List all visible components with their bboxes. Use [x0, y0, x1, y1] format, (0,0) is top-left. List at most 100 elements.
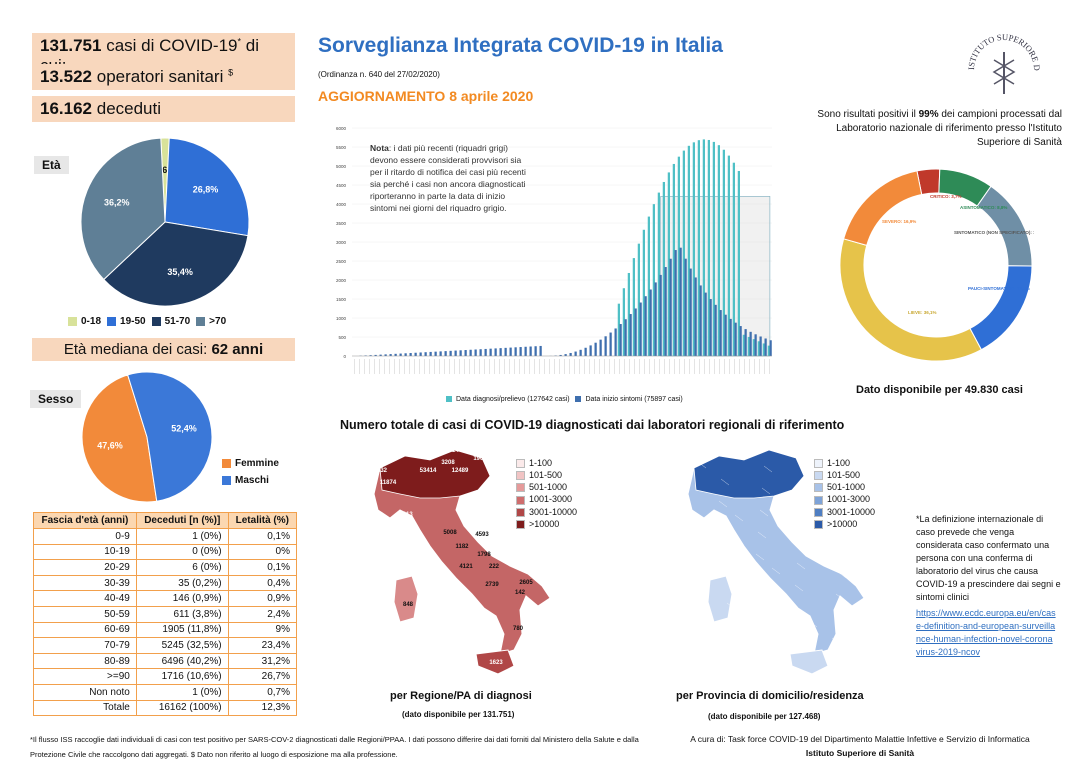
cell-deaths: 5245 (32,5%) [135, 637, 229, 654]
y-tick-label: 5500 [336, 145, 347, 150]
legend-item-maschi: Maschi [222, 475, 279, 486]
province-border [757, 531, 767, 539]
bar-sintomi [589, 345, 592, 356]
cell-lethality: 0,7% [227, 683, 298, 701]
province-border [841, 527, 851, 535]
province-border [718, 500, 728, 508]
province-border [732, 536, 742, 544]
pie-value-label-0: 1,6% [155, 165, 176, 175]
region-map-title: per Regione/PA di diagnosi [390, 690, 532, 702]
province-border [837, 571, 847, 579]
map-legend-item: >10000 [516, 519, 577, 529]
map-legend-swatch [814, 495, 823, 505]
map-legend-swatch [516, 495, 525, 505]
legend-item-1: 19-50 [107, 316, 146, 327]
y-tick-label: 500 [338, 335, 346, 340]
province-border [728, 580, 738, 588]
bar-sintomi [639, 302, 642, 356]
map-legend-label: >10000 [827, 518, 858, 529]
donut-label-1: ASINTOMATICO: 8,8% [960, 205, 1007, 210]
legend-swatch-3 [196, 316, 206, 326]
cell-deaths: 6496 (40,2%) [135, 652, 229, 670]
credits-prefix: A cura di: [690, 734, 726, 744]
donut-label-2: SINTOMATICO (NON SPECIFICATO): 15% [954, 230, 1034, 235]
lab-note-text: Sono risultati positivi il 99% dei campi… [817, 109, 1062, 148]
region-value-label: 1798 [477, 552, 491, 558]
cell-deaths: 1716 (10,6%) [135, 668, 229, 685]
bar-sintomi [689, 268, 692, 356]
region-value-label: 142 [515, 590, 526, 596]
bar-sintomi [709, 299, 712, 356]
bar-diagnosi [637, 243, 640, 356]
page-title: Sorveglianza Integrata COVID-19 in Itali… [318, 34, 723, 57]
y-tick-label: 3500 [336, 221, 347, 226]
bar-sintomi [624, 319, 627, 356]
region-value-label: 2739 [485, 582, 499, 588]
bar-sintomi [384, 354, 387, 356]
cell-age: 70-79 [33, 637, 137, 654]
legend-swatch-diagnosi [446, 396, 452, 403]
table-row: Totale 16162 (100%) 12,3% [33, 699, 298, 717]
bar-sintomi [714, 304, 717, 356]
province-border [798, 540, 808, 548]
pie-value-label-2: 35,4% [167, 267, 193, 277]
y-tick-label: 4500 [336, 183, 347, 188]
bar-sintomi [409, 353, 412, 356]
province-border [753, 575, 763, 583]
bar-sintomi [454, 350, 457, 356]
province-border [829, 469, 839, 477]
province-border [767, 611, 777, 619]
table-row: Non noto 1 (0%) 0,7% [33, 683, 298, 701]
bar-sintomi [734, 322, 737, 356]
header-deaths: Deceduti [n (%)] [135, 512, 229, 529]
bar-diagnosi [712, 141, 715, 356]
province-border [802, 496, 812, 504]
chart-note: Nota: i dati più recenti (riquadri grigi… [370, 143, 526, 213]
bar-sintomi [759, 336, 762, 356]
map-legend-label: 1001-3000 [529, 494, 573, 505]
pie-slice-2 [976, 185, 1033, 267]
map-legend-label: 3001-10000 [529, 506, 578, 517]
map-legend-item: 1001-3000 [516, 494, 577, 505]
map-legend-item: 101-500 [814, 470, 875, 481]
cell-age: 80-89 [33, 652, 137, 670]
region-value-label: 53414 [420, 468, 437, 474]
cell-age: Totale [33, 699, 137, 717]
province-border [839, 549, 849, 557]
region-value-label: 1623 [489, 660, 503, 666]
donut-caption: Dato disponibile per 49.830 casi [856, 384, 1023, 396]
region-map-legend: 1-100 101-500 501-1000 1001-3000 3001-10000 >… [516, 458, 577, 531]
donut-label-5: SEVERO: 16,9% [882, 219, 916, 224]
cell-deaths: 6 (0%) [135, 559, 229, 576]
province-border [720, 478, 730, 486]
pie-value-label-3: 36,2% [104, 198, 130, 208]
map-legend-swatch [516, 519, 525, 529]
bar-sintomi [599, 339, 602, 356]
map-legend-item: 1001-3000 [814, 494, 875, 505]
map-legend-label: 3001-10000 [827, 506, 876, 517]
bar-sintomi [509, 347, 512, 356]
cell-lethality: 0,1% [227, 528, 298, 545]
bar-sintomi [659, 274, 662, 356]
bar-diagnosi [737, 170, 740, 356]
y-tick-label: 3000 [336, 240, 347, 245]
bar-diagnosi [622, 288, 625, 356]
bar-sintomi [604, 336, 607, 356]
province-border [697, 461, 707, 469]
region-value-label: 5008 [443, 530, 457, 536]
legend-item-femmine: Femmine [222, 458, 279, 469]
province-map [687, 449, 865, 675]
pie-value-label-1: 52,4% [171, 423, 197, 433]
map-legend-swatch [814, 519, 823, 529]
bar-sintomi [414, 352, 417, 356]
bar-sintomi [634, 308, 637, 356]
svg-text:ISTITUTO SUPERIORE DI SANITÀ: ISTITUTO SUPERIORE DI SANITÀ [962, 22, 1042, 71]
ecdc-link[interactable]: https://www.ecdc.europa.eu/en/case-defin… [916, 608, 1056, 657]
bar-sintomi [664, 267, 667, 356]
sicily-provinces-shape [789, 649, 829, 675]
bar-sintomi [609, 332, 612, 356]
province-border [724, 624, 734, 632]
province-border [765, 633, 775, 641]
bar-sintomi [764, 338, 767, 356]
bar-sintomi [674, 250, 677, 356]
